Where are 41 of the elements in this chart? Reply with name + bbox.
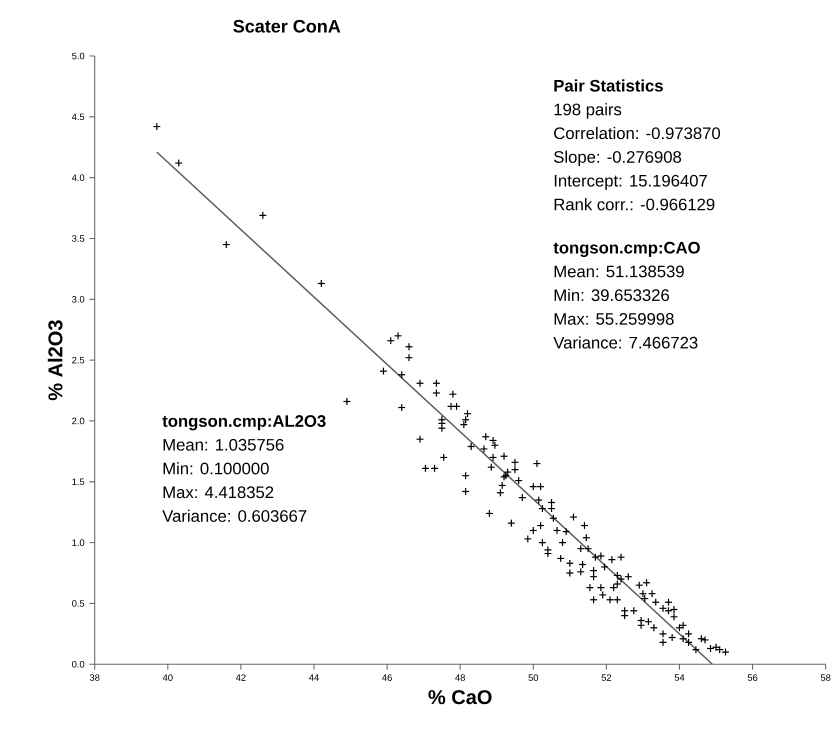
y-tick-label: 0.5 xyxy=(72,600,84,607)
annotation: tongson.cmp:CAO xyxy=(553,242,700,257)
y-tick-label: 1.0 xyxy=(72,539,84,546)
x-tick-label: 40 xyxy=(162,674,173,681)
annotation: Mean: 1.035756 xyxy=(164,438,284,451)
annotation: Min: 39.653326 xyxy=(554,288,670,301)
annotation: Variance: 7.466723 xyxy=(553,336,698,348)
y-tick-label: 4.5 xyxy=(72,113,84,120)
x-tick-label: 48 xyxy=(455,674,465,681)
y-tick-label: 5.0 xyxy=(72,52,84,60)
annotation: Mean: 51.138539 xyxy=(554,265,684,278)
x-tick-label: 56 xyxy=(748,674,758,681)
y-tick-label: 3.5 xyxy=(72,235,84,242)
x-tick-label: 44 xyxy=(309,674,319,681)
annotation: Slope: -0.276908 xyxy=(554,150,682,166)
y-tick-label: 1.5 xyxy=(72,478,84,485)
annotation: 198 pairs xyxy=(554,102,622,119)
y-tick-label: 0.0 xyxy=(72,660,84,668)
annotation: Max: 4.418352 xyxy=(164,486,274,498)
annotation: Correlation: -0.973870 xyxy=(554,126,720,139)
x-tick-label: 54 xyxy=(674,674,684,681)
annotation: Pair Statistics xyxy=(554,79,663,92)
y-axis-title: % Al2O3 xyxy=(48,320,63,400)
x-tick-label: 58 xyxy=(820,674,830,681)
annotation: Variance: 0.603667 xyxy=(162,510,306,522)
x-tick-label: 52 xyxy=(602,674,612,681)
annotation: tongson.cmp:AL2O3 xyxy=(162,415,326,430)
x-tick-label: 42 xyxy=(236,674,246,681)
chart-title: Scater ConA xyxy=(233,20,340,32)
annotation: Max: 55.259998 xyxy=(554,312,674,325)
annotation: Intercept: 15.196407 xyxy=(554,174,707,190)
y-tick-label: 2.0 xyxy=(72,418,84,424)
x-tick-label: 50 xyxy=(528,674,538,681)
x-axis-title: % CaO xyxy=(428,690,492,704)
x-tick-label: 38 xyxy=(90,674,100,681)
annotation: Rank corr.: -0.966129 xyxy=(554,198,714,210)
y-tick-label: 3.0 xyxy=(72,296,84,302)
x-tick-label: 46 xyxy=(382,674,392,681)
y-tick-label: 4.0 xyxy=(72,174,84,181)
y-tick-label: 2.5 xyxy=(72,356,84,364)
annotation: Min: 0.100000 xyxy=(164,462,269,474)
